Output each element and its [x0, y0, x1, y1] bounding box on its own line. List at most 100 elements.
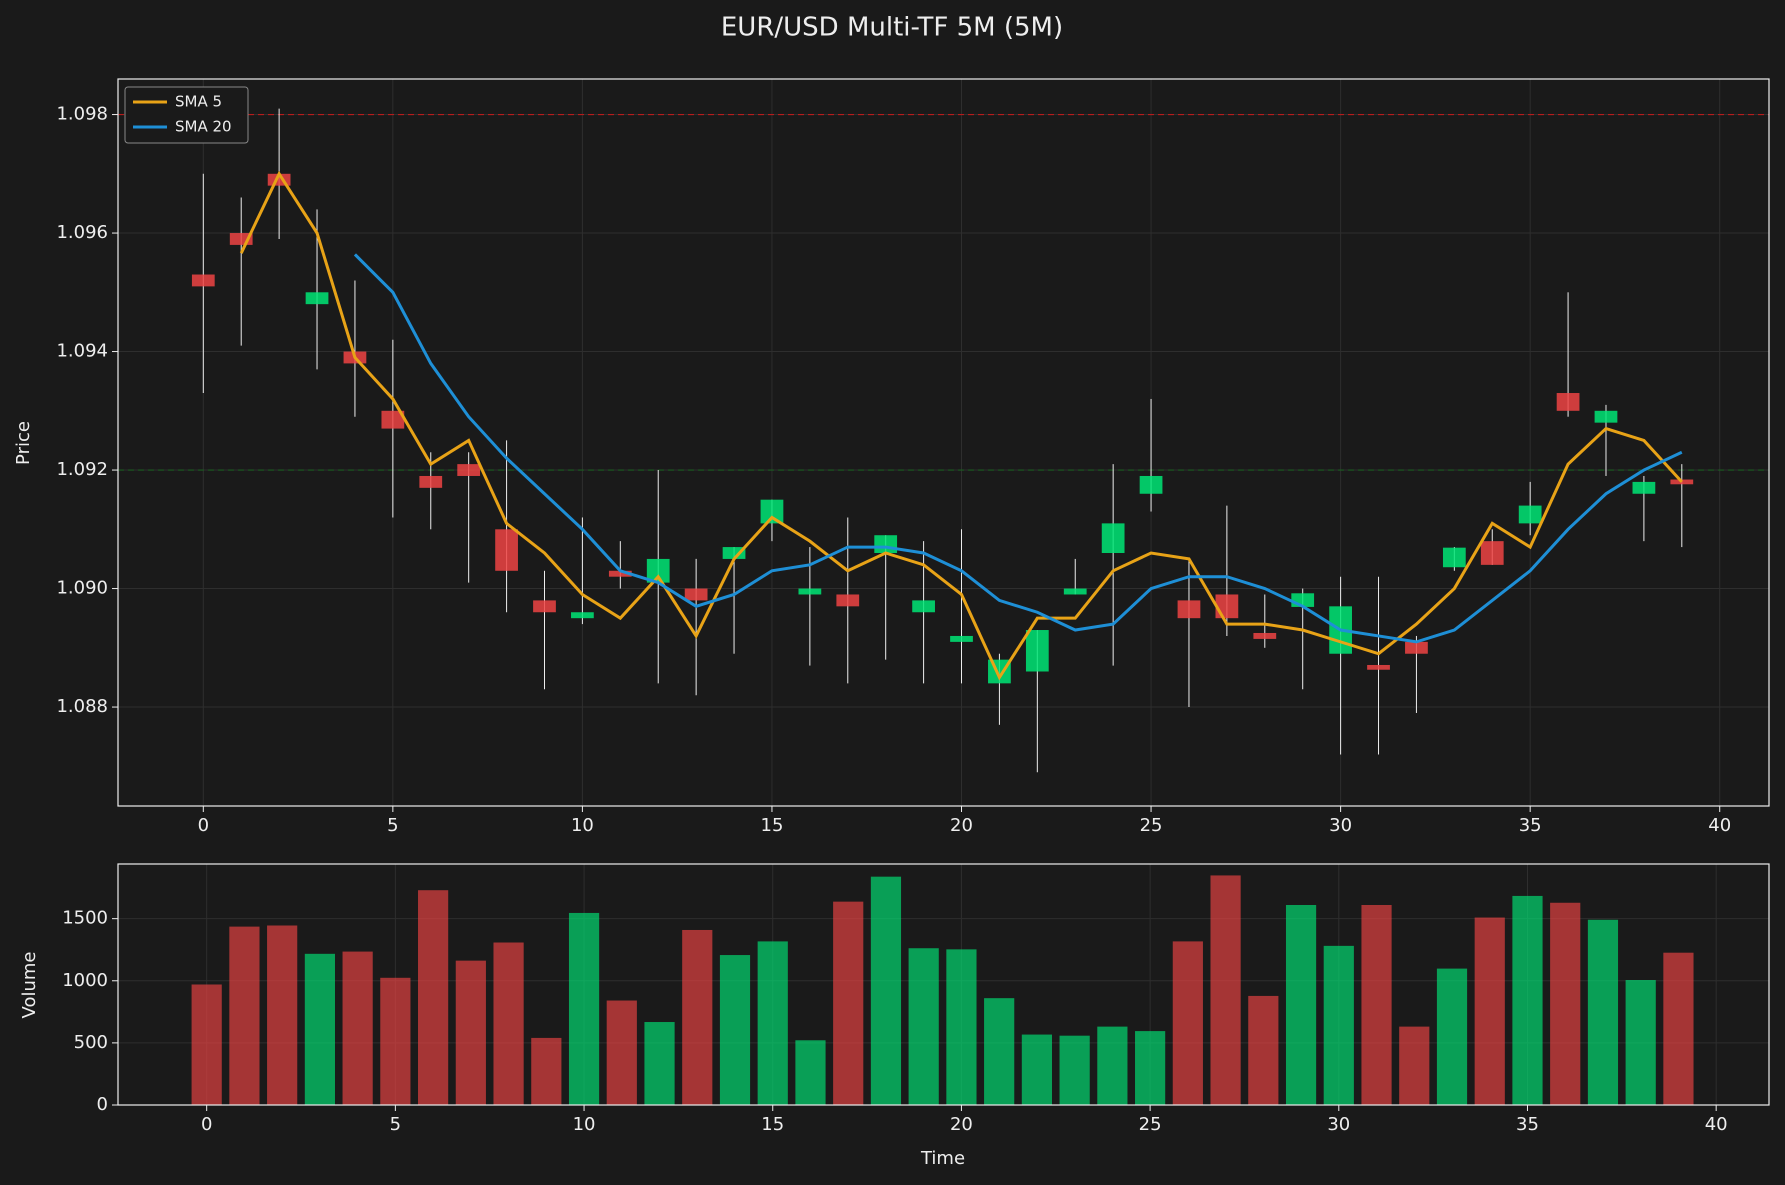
- candle-body: [684, 588, 708, 601]
- candle-body: [457, 464, 481, 476]
- y-axis-label: Price: [13, 421, 34, 465]
- candle-body: [1518, 505, 1542, 524]
- x-tick-label: 10: [573, 1114, 596, 1135]
- volume-bar: [946, 949, 977, 1105]
- volume-bar: [1323, 945, 1354, 1105]
- candle-body: [722, 547, 746, 559]
- volume-bar: [1097, 1026, 1128, 1105]
- volume-bar: [644, 1022, 675, 1105]
- plot-frame: [117, 78, 1770, 807]
- candle-body: [608, 570, 632, 577]
- volume-bar: [1474, 917, 1505, 1105]
- candle-body: [533, 600, 556, 613]
- volume-bar: [1248, 995, 1279, 1105]
- volume-bar: [1135, 1031, 1166, 1105]
- candle-body: [1405, 641, 1428, 654]
- sma-line: [239, 170, 1683, 681]
- volume-bar: [757, 941, 788, 1105]
- x-tick-label: 30: [1327, 1114, 1350, 1135]
- volume-bar: [342, 951, 373, 1105]
- volume-bar: [267, 925, 298, 1105]
- volume-bar: [606, 1000, 637, 1105]
- candle-body: [419, 475, 443, 488]
- volume-bar: [191, 984, 222, 1105]
- x-tick-label: 25: [1140, 815, 1163, 836]
- volume-bar: [418, 890, 449, 1105]
- candle-body: [1556, 393, 1580, 411]
- candle-body: [495, 529, 518, 571]
- legend-label: SMA 20: [175, 118, 232, 136]
- candle-body: [305, 292, 329, 305]
- candle-body: [1594, 410, 1618, 423]
- y-axis-label: Volume: [19, 952, 40, 1019]
- volume-bar: [984, 998, 1015, 1105]
- volume-bar: [908, 948, 939, 1105]
- y-tick-label: 500: [74, 1032, 108, 1053]
- volume-bar: [1285, 904, 1317, 1105]
- y-tick-label: 0: [97, 1094, 108, 1115]
- x-tick-label: 40: [1708, 815, 1731, 836]
- candle-body: [874, 535, 898, 554]
- volume-bar: [229, 926, 260, 1105]
- x-tick-label: 25: [1139, 1114, 1162, 1135]
- candle-body: [1442, 547, 1466, 568]
- x-tick-label: 0: [198, 815, 209, 836]
- candle-body: [912, 600, 935, 613]
- y-tick-label: 1.096: [56, 222, 108, 243]
- candle-body: [1632, 481, 1656, 494]
- y-tick-label: 1000: [62, 970, 108, 991]
- y-tick-label: 1.090: [56, 578, 108, 599]
- y-tick-label: 1.094: [56, 341, 108, 362]
- volume-bar: [719, 955, 751, 1105]
- x-tick-label: 5: [390, 1114, 401, 1135]
- x-tick-label: 35: [1516, 1114, 1539, 1135]
- volume-bar: [1172, 941, 1203, 1105]
- volume-bar: [870, 876, 902, 1105]
- volume-bar: [1361, 904, 1392, 1105]
- candle-body: [646, 558, 670, 583]
- candle-body: [836, 594, 860, 607]
- candle-body: [1480, 541, 1504, 565]
- y-tick-label: 1500: [62, 908, 108, 929]
- x-tick-label: 0: [201, 1114, 212, 1135]
- candle-body: [1139, 475, 1163, 494]
- x-tick-label: 20: [950, 1114, 973, 1135]
- y-tick-label: 1.092: [56, 459, 108, 480]
- candle-body: [381, 410, 405, 429]
- x-tick-label: 30: [1329, 815, 1352, 836]
- candle-body: [229, 233, 253, 245]
- candle-body: [760, 499, 784, 524]
- candle-body: [571, 612, 594, 619]
- chart-title: EUR/USD Multi-TF 5M (5M): [721, 13, 1063, 43]
- volume-bar: [304, 953, 335, 1105]
- x-tick-label: 40: [1705, 1114, 1728, 1135]
- candle-body: [1101, 523, 1125, 554]
- volume-bar: [833, 901, 864, 1105]
- x-tick-label: 10: [571, 815, 594, 836]
- candle-body: [1215, 594, 1239, 619]
- volume-bar: [380, 977, 411, 1105]
- y-tick-label: 1.088: [56, 696, 108, 717]
- x-axis-label: Time: [920, 1148, 965, 1169]
- x-tick-label: 20: [950, 815, 973, 836]
- volume-bar: [1436, 968, 1468, 1105]
- volume-bar: [1512, 895, 1543, 1105]
- volume-bar: [531, 1037, 562, 1105]
- legend-label: SMA 5: [175, 93, 222, 111]
- volume-bar: [568, 912, 600, 1105]
- volume-bar: [1663, 952, 1694, 1105]
- volume-bar: [795, 1040, 826, 1105]
- volume-bar: [1625, 980, 1656, 1105]
- x-tick-label: 5: [387, 815, 398, 836]
- volume-bar: [1399, 1026, 1430, 1105]
- volume-bar: [1059, 1035, 1090, 1105]
- volume-bar: [1021, 1034, 1052, 1105]
- x-tick-label: 15: [761, 1114, 784, 1135]
- candle-body: [1367, 664, 1390, 670]
- candle-body: [1063, 588, 1087, 595]
- volume-bar: [682, 929, 713, 1105]
- plot-frame: [117, 863, 1770, 1106]
- x-tick-label: 35: [1519, 815, 1542, 836]
